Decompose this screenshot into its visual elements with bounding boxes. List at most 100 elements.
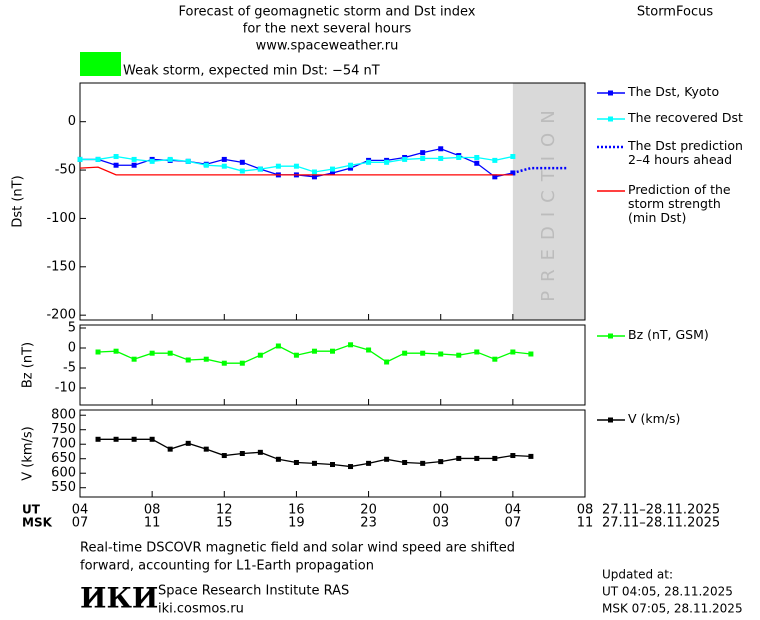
point: [275, 456, 281, 462]
x-tick-label: 08: [144, 503, 161, 518]
point: [203, 446, 209, 452]
point: [420, 460, 426, 466]
url: iki.cosmos.ru: [158, 602, 244, 617]
point: [492, 174, 498, 180]
legend-symbol: [608, 116, 613, 122]
point: [348, 165, 354, 171]
point: [366, 460, 372, 466]
point: [239, 159, 245, 165]
point: [330, 166, 335, 172]
x-tick-label: 04: [505, 503, 522, 518]
x-date-label: 27.11–28.11.2025: [602, 503, 720, 518]
point: [185, 440, 191, 446]
point: [221, 163, 227, 169]
y-tick-label: -200: [46, 308, 76, 323]
point: [384, 359, 390, 365]
point: [185, 357, 191, 363]
y-tick-label: 600: [51, 466, 76, 481]
point: [438, 351, 444, 357]
point: [311, 460, 317, 466]
point: [95, 156, 101, 162]
point: [311, 348, 317, 354]
legend-label: V (km/s): [628, 411, 681, 426]
point: [402, 459, 408, 465]
x-tick-label-msk: 15: [216, 516, 233, 531]
point: [438, 146, 444, 152]
note: Real-time DSCOVR magnetic field and sola…: [80, 541, 515, 556]
x-tick-label-msk: 19: [288, 516, 305, 531]
title: www.spaceweather.ru: [256, 39, 399, 54]
point: [95, 436, 101, 442]
y-tick-label: 700: [51, 437, 76, 452]
x-date-label: 27.11–28.11.2025: [602, 516, 720, 531]
point: [510, 349, 516, 355]
point: [293, 459, 299, 465]
x-tick-label-msk: 23: [360, 516, 377, 531]
point: [528, 351, 534, 357]
point: [438, 459, 444, 465]
legend-label: Prediction of the storm strength (min Ds…: [628, 182, 731, 225]
storm-swatch: [80, 52, 121, 76]
plot-frame: [79, 409, 586, 498]
y-tick-label: -5: [63, 361, 76, 376]
point: [149, 350, 155, 356]
point: [348, 162, 354, 168]
point: [149, 158, 155, 164]
x-tick-label-msk: 11: [144, 516, 161, 531]
point: [474, 349, 480, 355]
point: [257, 166, 263, 172]
y-tick-label: 5: [68, 321, 76, 336]
point: [420, 155, 426, 161]
point: [402, 350, 408, 356]
point: [456, 352, 462, 358]
point: [257, 449, 263, 455]
point: [221, 156, 227, 162]
y-tick-label: 650: [51, 451, 76, 466]
point: [402, 156, 408, 162]
point: [384, 456, 390, 462]
point: [348, 464, 354, 470]
institute: Space Research Institute RAS: [158, 584, 349, 599]
point: [420, 150, 426, 156]
brand: StormFocus: [637, 5, 713, 20]
title: for the next several hours: [243, 22, 412, 37]
point: [311, 174, 317, 180]
y-tick-label: 800: [51, 408, 76, 423]
point: [203, 162, 209, 168]
point: [113, 162, 119, 168]
x-tick-label: 00: [432, 503, 449, 518]
point: [167, 350, 173, 356]
series-line: [79, 166, 513, 176]
x-tick-label: 04: [72, 503, 89, 518]
point: [384, 159, 390, 165]
point: [510, 453, 516, 459]
point: [203, 356, 209, 362]
updated: MSK 07:05, 28.11.2025: [602, 602, 743, 616]
point: [131, 156, 137, 162]
legend-symbol: [608, 90, 613, 96]
point: [113, 154, 119, 160]
note: forward, accounting for L1-Earth propaga…: [80, 559, 374, 574]
point: [293, 352, 299, 358]
x-tick-label: 08: [577, 503, 594, 518]
x-tick-label-msk: 07: [505, 516, 522, 531]
point: [275, 163, 281, 169]
point: [492, 455, 498, 461]
series-line: [512, 166, 567, 175]
y-axis-label: V (km/s): [21, 426, 36, 481]
plot-frame: [79, 324, 586, 406]
point: [221, 360, 227, 366]
point: [221, 453, 227, 459]
point: [528, 453, 534, 459]
point: [330, 170, 335, 176]
prediction-zone: [512, 83, 585, 320]
point: [492, 356, 498, 362]
point: [492, 157, 498, 163]
point: [330, 348, 335, 354]
point: [420, 350, 426, 356]
y-tick-label: 0: [68, 114, 76, 129]
point: [239, 451, 245, 456]
point: [77, 156, 83, 162]
